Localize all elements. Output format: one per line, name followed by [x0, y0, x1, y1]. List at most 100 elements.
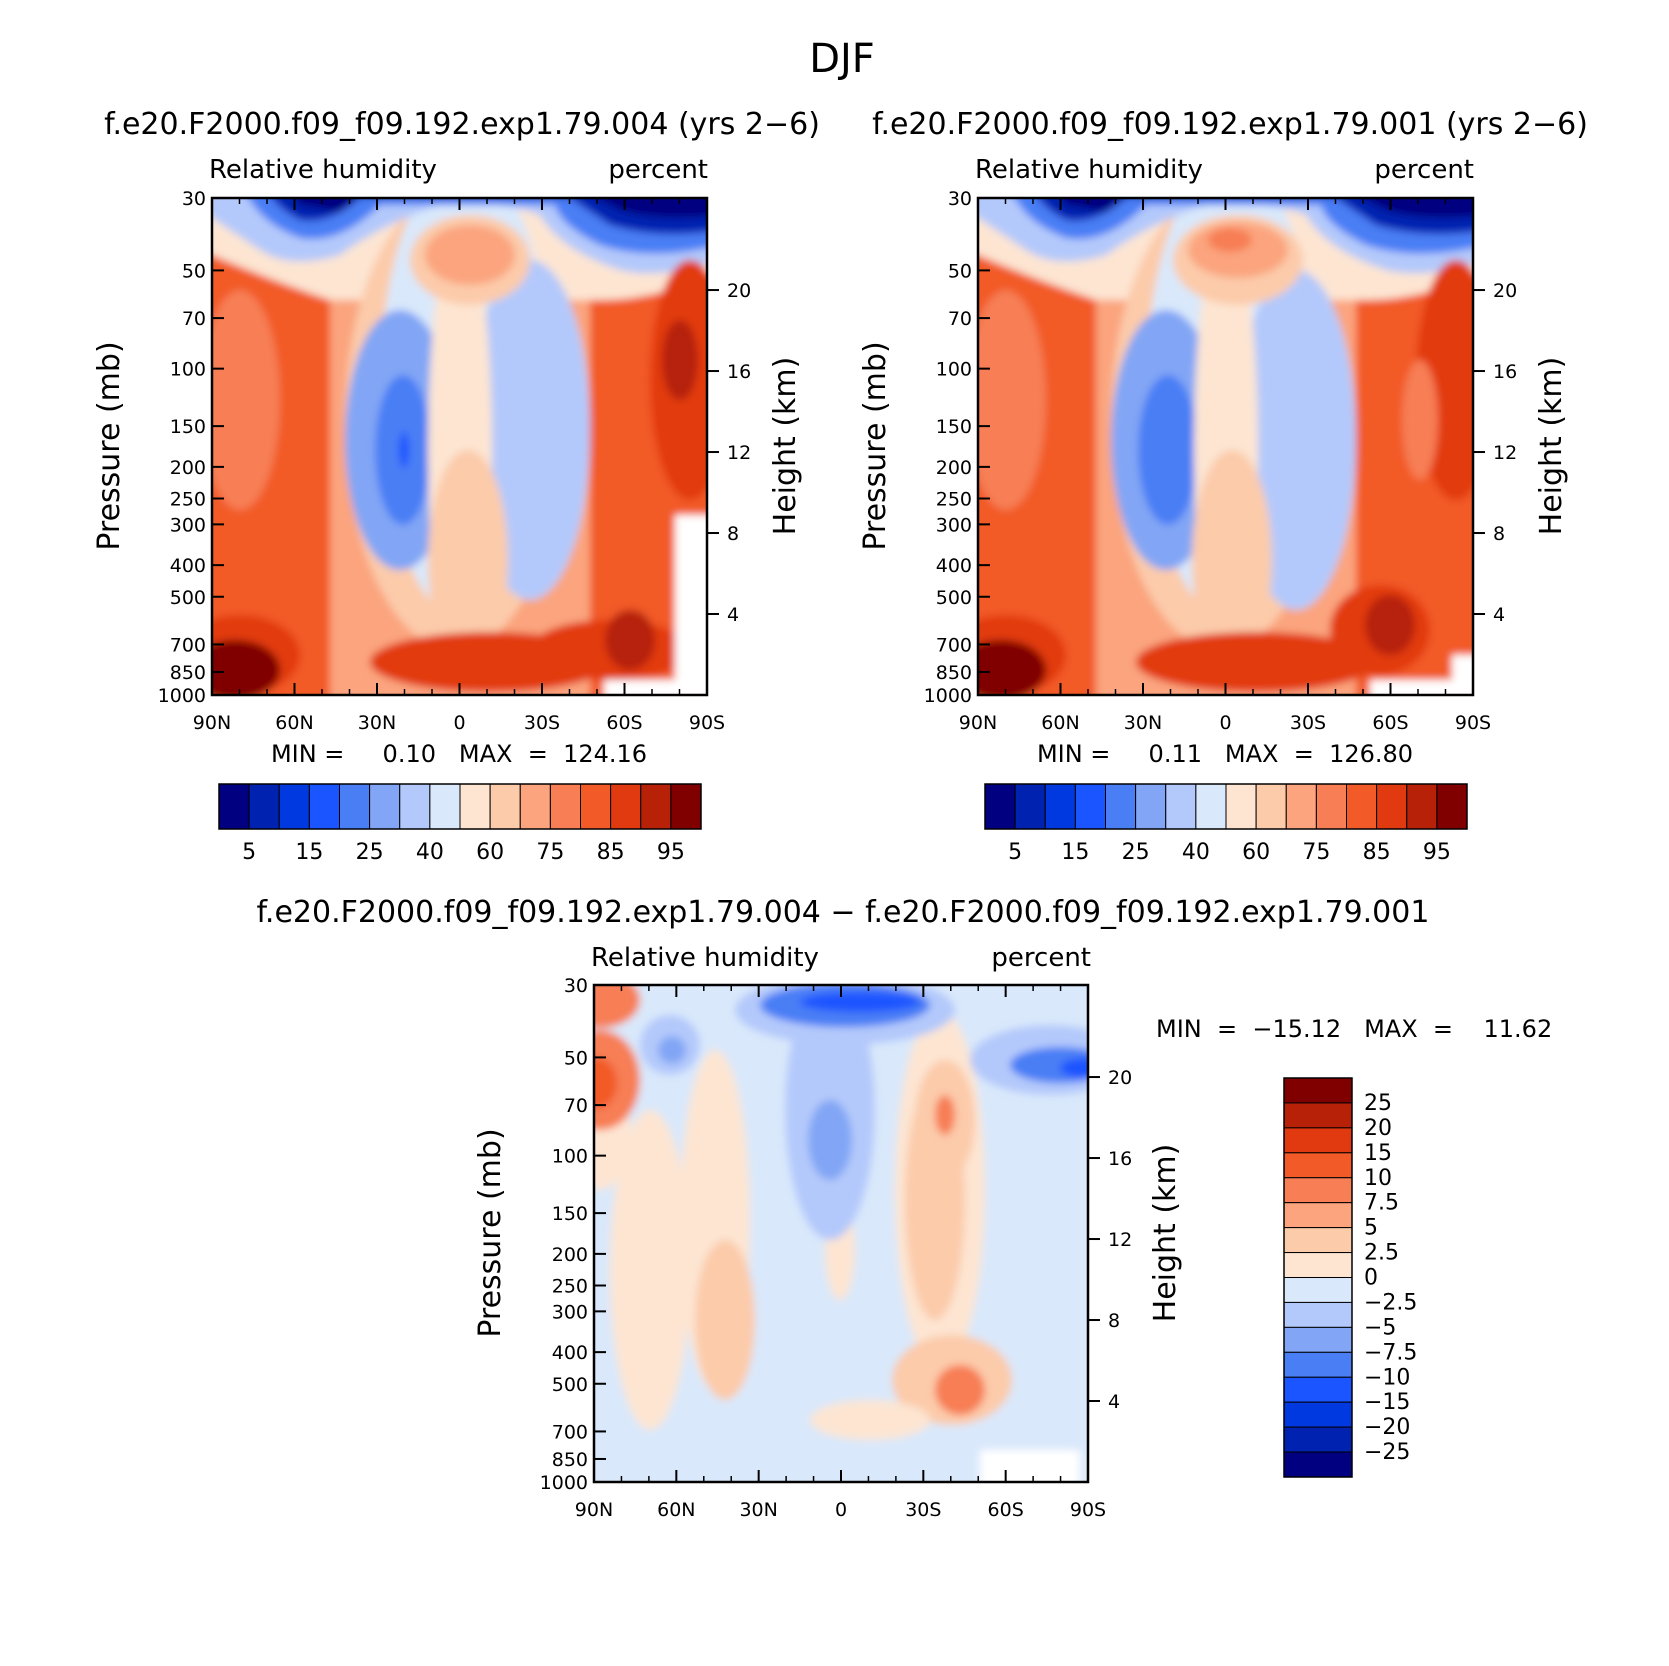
colorbar-label: 85 — [1363, 840, 1391, 865]
colorbar-swatch — [1283, 1426, 1353, 1453]
lat-tick-label: 0 — [835, 1499, 847, 1521]
colorbar-swatch — [1283, 1077, 1353, 1104]
panel-2-ylabel: Pressure (mb) — [858, 341, 893, 550]
colorbar-label: 25 — [1364, 1091, 1392, 1116]
colorbar-swatch — [1195, 783, 1227, 830]
pressure-tick-label: 50 — [182, 260, 206, 282]
colorbar-label: −10 — [1364, 1365, 1410, 1390]
panel-2-y2label: Height (km) — [1534, 357, 1569, 536]
lat-tick-label: 30N — [358, 712, 396, 734]
panel-2: f.e20.F2000.f09_f09.192.exp1.79.001 (yrs… — [858, 107, 1588, 865]
colorbar-swatch — [1074, 783, 1106, 830]
colorbar-frame — [218, 783, 702, 830]
panel-2-colorbar: 5 15 25 40 60 75 85 95 — [984, 783, 1468, 865]
colorbar-swatch — [549, 783, 581, 830]
colorbar-swatch — [339, 783, 371, 830]
colorbar-swatch — [1283, 1351, 1353, 1378]
colorbar-label: 85 — [597, 840, 625, 865]
colorbar-swatch — [429, 783, 461, 830]
colorbar-swatch — [1436, 783, 1468, 830]
colorbar-swatch — [308, 783, 340, 830]
panel-1-units-label: percent — [608, 155, 708, 185]
colorbar-swatch — [984, 783, 1016, 830]
pressure-tick-label: 700 — [936, 634, 972, 656]
height-tick-label: 12 — [727, 442, 751, 464]
page-title: DJF — [809, 36, 875, 82]
lat-tick-label: 30N — [1124, 712, 1162, 734]
colorbar-label: 20 — [1364, 1116, 1392, 1141]
colorbar-label: 75 — [536, 840, 564, 865]
pressure-tick-label: 150 — [170, 416, 206, 438]
pressure-tick-label: 70 — [948, 308, 972, 330]
colorbar-swatch — [640, 783, 672, 830]
pressure-tick-label: 50 — [564, 1047, 588, 1069]
panel-1-variable-label: Relative humidity — [209, 155, 437, 185]
lat-tick-label: 30S — [524, 712, 560, 734]
colorbar-label: 5 — [1008, 840, 1022, 865]
pressure-tick-label: 300 — [552, 1301, 588, 1323]
pressure-tick-label: 400 — [936, 555, 972, 577]
colorbar-swatch — [1283, 1202, 1353, 1229]
pressure-tick-label: 250 — [552, 1276, 588, 1298]
pressure-tick-label: 500 — [936, 587, 972, 609]
panel-3-plot-area — [594, 985, 1088, 1482]
colorbar-swatch — [1283, 1252, 1353, 1278]
height-tick-label: 8 — [727, 523, 739, 545]
colorbar-swatch — [1376, 783, 1408, 830]
colorbar-label: 60 — [476, 840, 504, 865]
pressure-tick-label: 30 — [948, 188, 972, 210]
pressure-tick-label: 200 — [552, 1244, 588, 1266]
panel-1: f.e20.F2000.f09_f09.192.exp1.79.004 (yrs… — [92, 107, 820, 865]
colorbar-swatch — [1283, 1152, 1353, 1179]
pressure-tick-label: 70 — [182, 308, 206, 330]
colorbar-swatch — [1283, 1102, 1353, 1129]
colorbar-label: 95 — [657, 840, 685, 865]
colorbar-label: 2.5 — [1364, 1241, 1399, 1266]
colorbar-swatch — [1406, 783, 1438, 830]
pressure-tick-label: 100 — [552, 1146, 588, 1168]
pressure-tick-label: 1000 — [540, 1472, 588, 1494]
height-tick-label: 16 — [1493, 361, 1517, 383]
panel-3-ylabel: Pressure (mb) — [473, 1128, 508, 1337]
height-tick-label: 8 — [1493, 523, 1505, 545]
panel-1-title: f.e20.F2000.f09_f09.192.exp1.79.004 (yrs… — [104, 107, 820, 142]
colorbar-swatch — [580, 783, 612, 830]
pressure-tick-label: 850 — [552, 1449, 588, 1471]
pressure-tick-label: 200 — [936, 457, 972, 479]
colorbar-label: 5 — [1364, 1216, 1378, 1241]
pressure-tick-label: 250 — [936, 489, 972, 511]
panel-3-units-label: percent — [991, 943, 1091, 973]
pressure-tick-label: 300 — [936, 514, 972, 536]
panel-2-plot-area — [978, 198, 1473, 695]
pressure-tick-label: 150 — [552, 1203, 588, 1225]
height-tick-label: 20 — [727, 280, 751, 302]
pressure-tick-label: 1000 — [924, 685, 972, 707]
height-tick-label: 20 — [1108, 1067, 1132, 1089]
colorbar-swatch — [1315, 783, 1347, 830]
colorbar-label: 15 — [1364, 1141, 1392, 1166]
colorbar-swatch — [218, 783, 250, 830]
colorbar-frame — [1283, 1077, 1353, 1478]
panel-2-title: f.e20.F2000.f09_f09.192.exp1.79.001 (yrs… — [872, 107, 1588, 142]
colorbar-swatch — [1135, 783, 1167, 830]
lat-tick-label: 60S — [988, 1499, 1024, 1521]
panel-3-y2label: Height (km) — [1148, 1144, 1183, 1323]
lat-tick-label: 90S — [1455, 712, 1491, 734]
lat-tick-label: 90N — [193, 712, 231, 734]
panel-3-min-max: MIN = −15.12 MAX = 11.62 — [1156, 1015, 1552, 1043]
pressure-tick-label: 70 — [564, 1095, 588, 1117]
lat-tick-label: 90N — [575, 1499, 613, 1521]
colorbar-swatch — [1285, 783, 1317, 830]
pressure-tick-label: 1000 — [158, 685, 206, 707]
pressure-tick-label: 500 — [170, 587, 206, 609]
height-tick-label: 20 — [1493, 280, 1517, 302]
panel-3-variable-label: Relative humidity — [591, 943, 819, 973]
panel-2-variable-label: Relative humidity — [975, 155, 1203, 185]
colorbar-swatch — [399, 783, 431, 830]
panel-3-title: f.e20.F2000.f09_f09.192.exp1.79.004 − f.… — [257, 895, 1430, 930]
colorbar-swatch — [1283, 1127, 1353, 1154]
lat-tick-label: 60S — [1372, 712, 1408, 734]
colorbar-swatch — [519, 783, 551, 830]
